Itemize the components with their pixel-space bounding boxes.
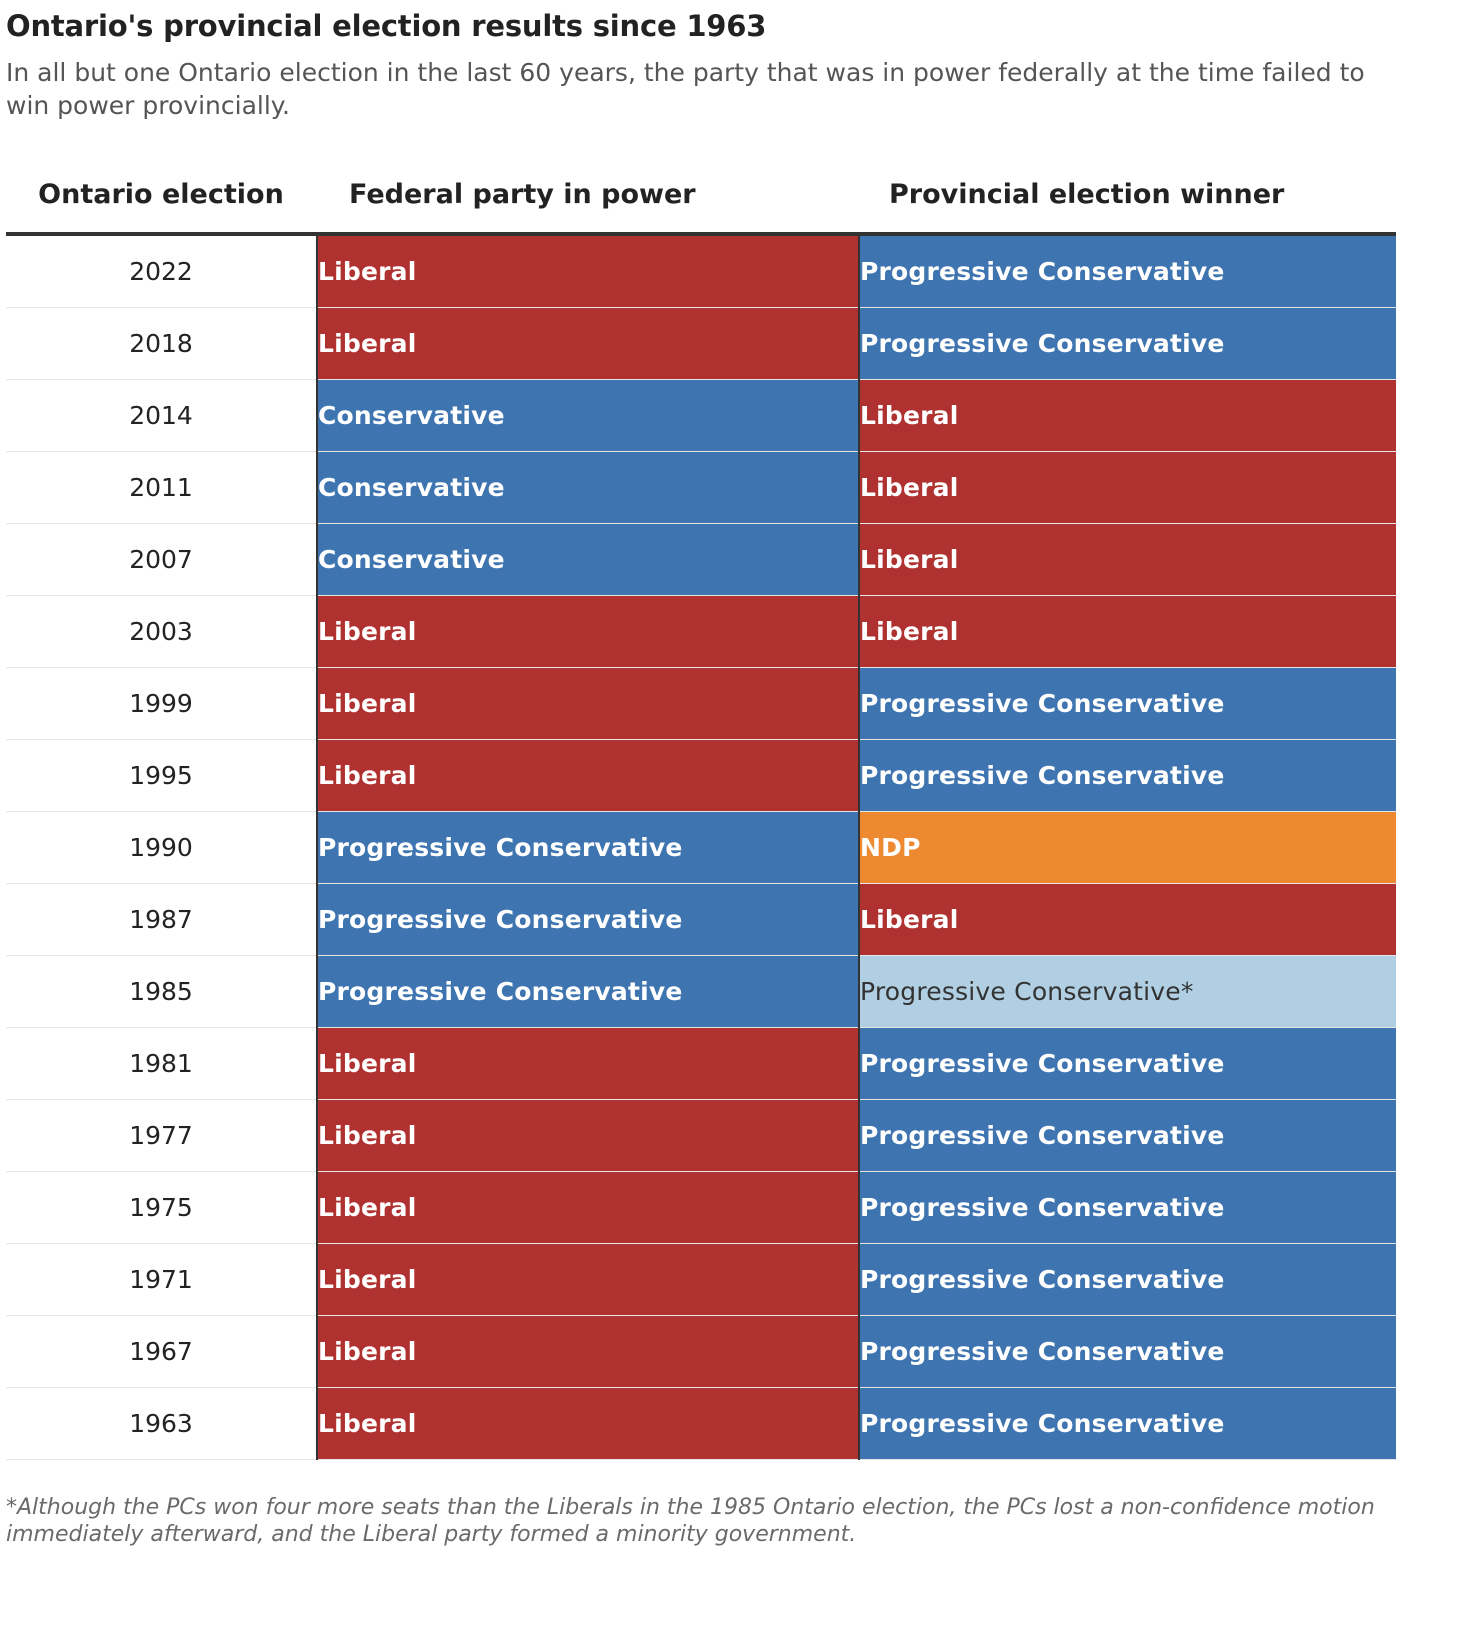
- table-row: 1985 Progressive Conservative Progressive …: [6, 955, 1396, 1028]
- federal-party-cell: Liberal: [317, 1315, 860, 1388]
- federal-party-cell: Liberal: [317, 307, 860, 380]
- table-row: 2022 Liberal Progressive Conservative: [6, 234, 1396, 308]
- federal-party-cell: Progressive Conservative: [317, 811, 860, 884]
- table-row: 1987 Progressive Conservative Liberal: [6, 883, 1396, 956]
- table-row: 1981 Liberal Progressive Conservative: [6, 1027, 1396, 1100]
- election-year-cell: 1963: [6, 1387, 318, 1460]
- election-year-cell: 2022: [6, 234, 318, 308]
- provincial-winner-cell: Progressive Conservative: [859, 1315, 1396, 1388]
- election-year-cell: 1967: [6, 1315, 318, 1388]
- federal-party-cell: Conservative: [317, 523, 860, 596]
- federal-party-cell: Progressive Conservative: [317, 883, 860, 956]
- provincial-winner-cell: Progressive Conservative: [859, 739, 1396, 812]
- table-row: 2011 Conservative Liberal: [6, 451, 1396, 524]
- table-row: 1995 Liberal Progressive Conservative: [6, 739, 1396, 812]
- chart-container: Ontario's provincial election results si…: [6, 9, 1396, 1547]
- election-year-cell: 1975: [6, 1171, 318, 1244]
- table-row: 2014 Conservative Liberal: [6, 379, 1396, 452]
- table-row: 1971 Liberal Progressive Conservative: [6, 1243, 1396, 1316]
- provincial-winner-cell: Progressive Conservative: [859, 1099, 1396, 1172]
- provincial-winner-cell: Progressive Conservative: [859, 667, 1396, 740]
- provincial-winner-cell: Liberal: [859, 451, 1396, 524]
- table-header: Ontario election Federal party in power …: [6, 156, 1396, 236]
- federal-party-cell: Liberal: [317, 595, 860, 668]
- provincial-winner-cell: Progressive Conservative: [859, 1387, 1396, 1460]
- election-year-cell: 1999: [6, 667, 318, 740]
- table-row: 2003 Liberal Liberal: [6, 595, 1396, 668]
- chart-title: Ontario's provincial election results si…: [6, 9, 767, 43]
- federal-party-cell: Liberal: [317, 1027, 860, 1100]
- federal-party-cell: Liberal: [317, 1171, 860, 1244]
- federal-party-cell: Conservative: [317, 379, 860, 452]
- provincial-winner-cell: Progressive Conservative*: [859, 955, 1396, 1028]
- table-row: 2018 Liberal Progressive Conservative: [6, 307, 1396, 380]
- election-year-cell: 1971: [6, 1243, 318, 1316]
- provincial-winner-cell: Progressive Conservative: [859, 1243, 1396, 1316]
- federal-party-cell: Liberal: [317, 667, 860, 740]
- election-year-cell: 1995: [6, 739, 318, 812]
- table-row: 1967 Liberal Progressive Conservative: [6, 1315, 1396, 1388]
- election-year-cell: 1981: [6, 1027, 318, 1100]
- provincial-winner-cell: NDP: [859, 811, 1396, 884]
- federal-party-cell: Liberal: [317, 1387, 860, 1460]
- table-row: 2007 Conservative Liberal: [6, 523, 1396, 596]
- federal-party-cell: Liberal: [317, 1243, 860, 1316]
- provincial-winner-cell: Progressive Conservative: [859, 307, 1396, 380]
- election-year-cell: 2014: [6, 379, 318, 452]
- election-year-cell: 1990: [6, 811, 318, 884]
- federal-party-cell: Conservative: [317, 451, 860, 524]
- provincial-winner-cell: Liberal: [859, 379, 1396, 452]
- table-row: 1977 Liberal Progressive Conservative: [6, 1099, 1396, 1172]
- election-year-cell: 1977: [6, 1099, 318, 1172]
- election-year-cell: 2007: [6, 523, 318, 596]
- table-row: 1999 Liberal Progressive Conservative: [6, 667, 1396, 740]
- results-table: Ontario election Federal party in power …: [6, 156, 1396, 1460]
- election-year-cell: 2003: [6, 595, 318, 668]
- federal-party-cell: Liberal: [317, 739, 860, 812]
- provincial-winner-cell: Liberal: [859, 523, 1396, 596]
- election-year-cell: 2018: [6, 307, 318, 380]
- provincial-winner-cell: Progressive Conservative: [859, 234, 1396, 308]
- provincial-winner-cell: Liberal: [859, 883, 1396, 956]
- column-header-ontario-election: Ontario election: [6, 156, 317, 236]
- table-row: 1963 Liberal Progressive Conservative: [6, 1387, 1396, 1460]
- federal-party-cell: Liberal: [317, 1099, 860, 1172]
- header-row: Ontario election Federal party in power …: [6, 156, 1396, 236]
- column-header-provincial-winner: Provincial election winner: [859, 156, 1396, 236]
- federal-party-cell: Liberal: [317, 234, 860, 308]
- election-year-cell: 2011: [6, 451, 318, 524]
- election-year-cell: 1987: [6, 883, 318, 956]
- federal-party-cell: Progressive Conservative: [317, 955, 860, 1028]
- provincial-winner-cell: Progressive Conservative: [859, 1027, 1396, 1100]
- table-body: 2022 Liberal Progressive Conservative 2018 L…: [6, 234, 1396, 1460]
- table-row: 1990 Progressive Conservative NDP: [6, 811, 1396, 884]
- provincial-winner-cell: Liberal: [859, 595, 1396, 668]
- column-header-federal-party: Federal party in power: [317, 156, 859, 236]
- election-year-cell: 1985: [6, 955, 318, 1028]
- chart-subtitle: In all but one Ontario election in the l…: [6, 58, 1365, 120]
- footnote: *Although the PCs won four more seats th…: [6, 1495, 1375, 1547]
- table-row: 1975 Liberal Progressive Conservative: [6, 1171, 1396, 1244]
- provincial-winner-cell: Progressive Conservative: [859, 1171, 1396, 1244]
